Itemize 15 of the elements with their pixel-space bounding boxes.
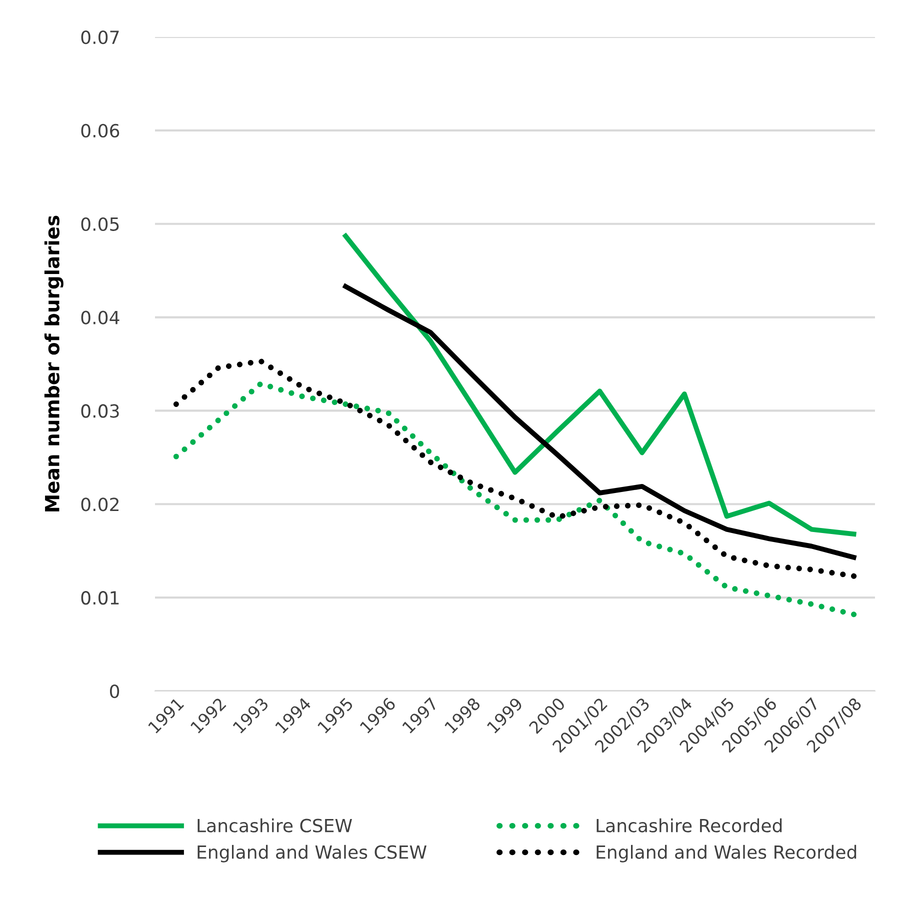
y-tick-label: 0: [110, 684, 120, 698]
y-tick-label: 0.03: [81, 404, 119, 418]
y-tick-label: 0.05: [81, 217, 119, 231]
y-tick-label: 0.07: [81, 30, 119, 44]
legend-label: England and Wales Recorded: [596, 844, 856, 862]
legend-label: Lancashire Recorded: [596, 818, 782, 832]
legend-label: Lancashire CSEW: [198, 818, 352, 832]
legend-label: England and Wales CSEW: [198, 844, 426, 862]
y-axis-title: Mean number of burglaries: [44, 216, 64, 512]
y-tick-label: 0.01: [81, 591, 119, 605]
y-tick-label: 0.02: [81, 498, 118, 512]
line-series: [343, 284, 856, 560]
y-tick-label: 0.04: [81, 310, 120, 324]
line-series: [343, 234, 856, 536]
y-tick-label: 0.06: [81, 124, 120, 138]
